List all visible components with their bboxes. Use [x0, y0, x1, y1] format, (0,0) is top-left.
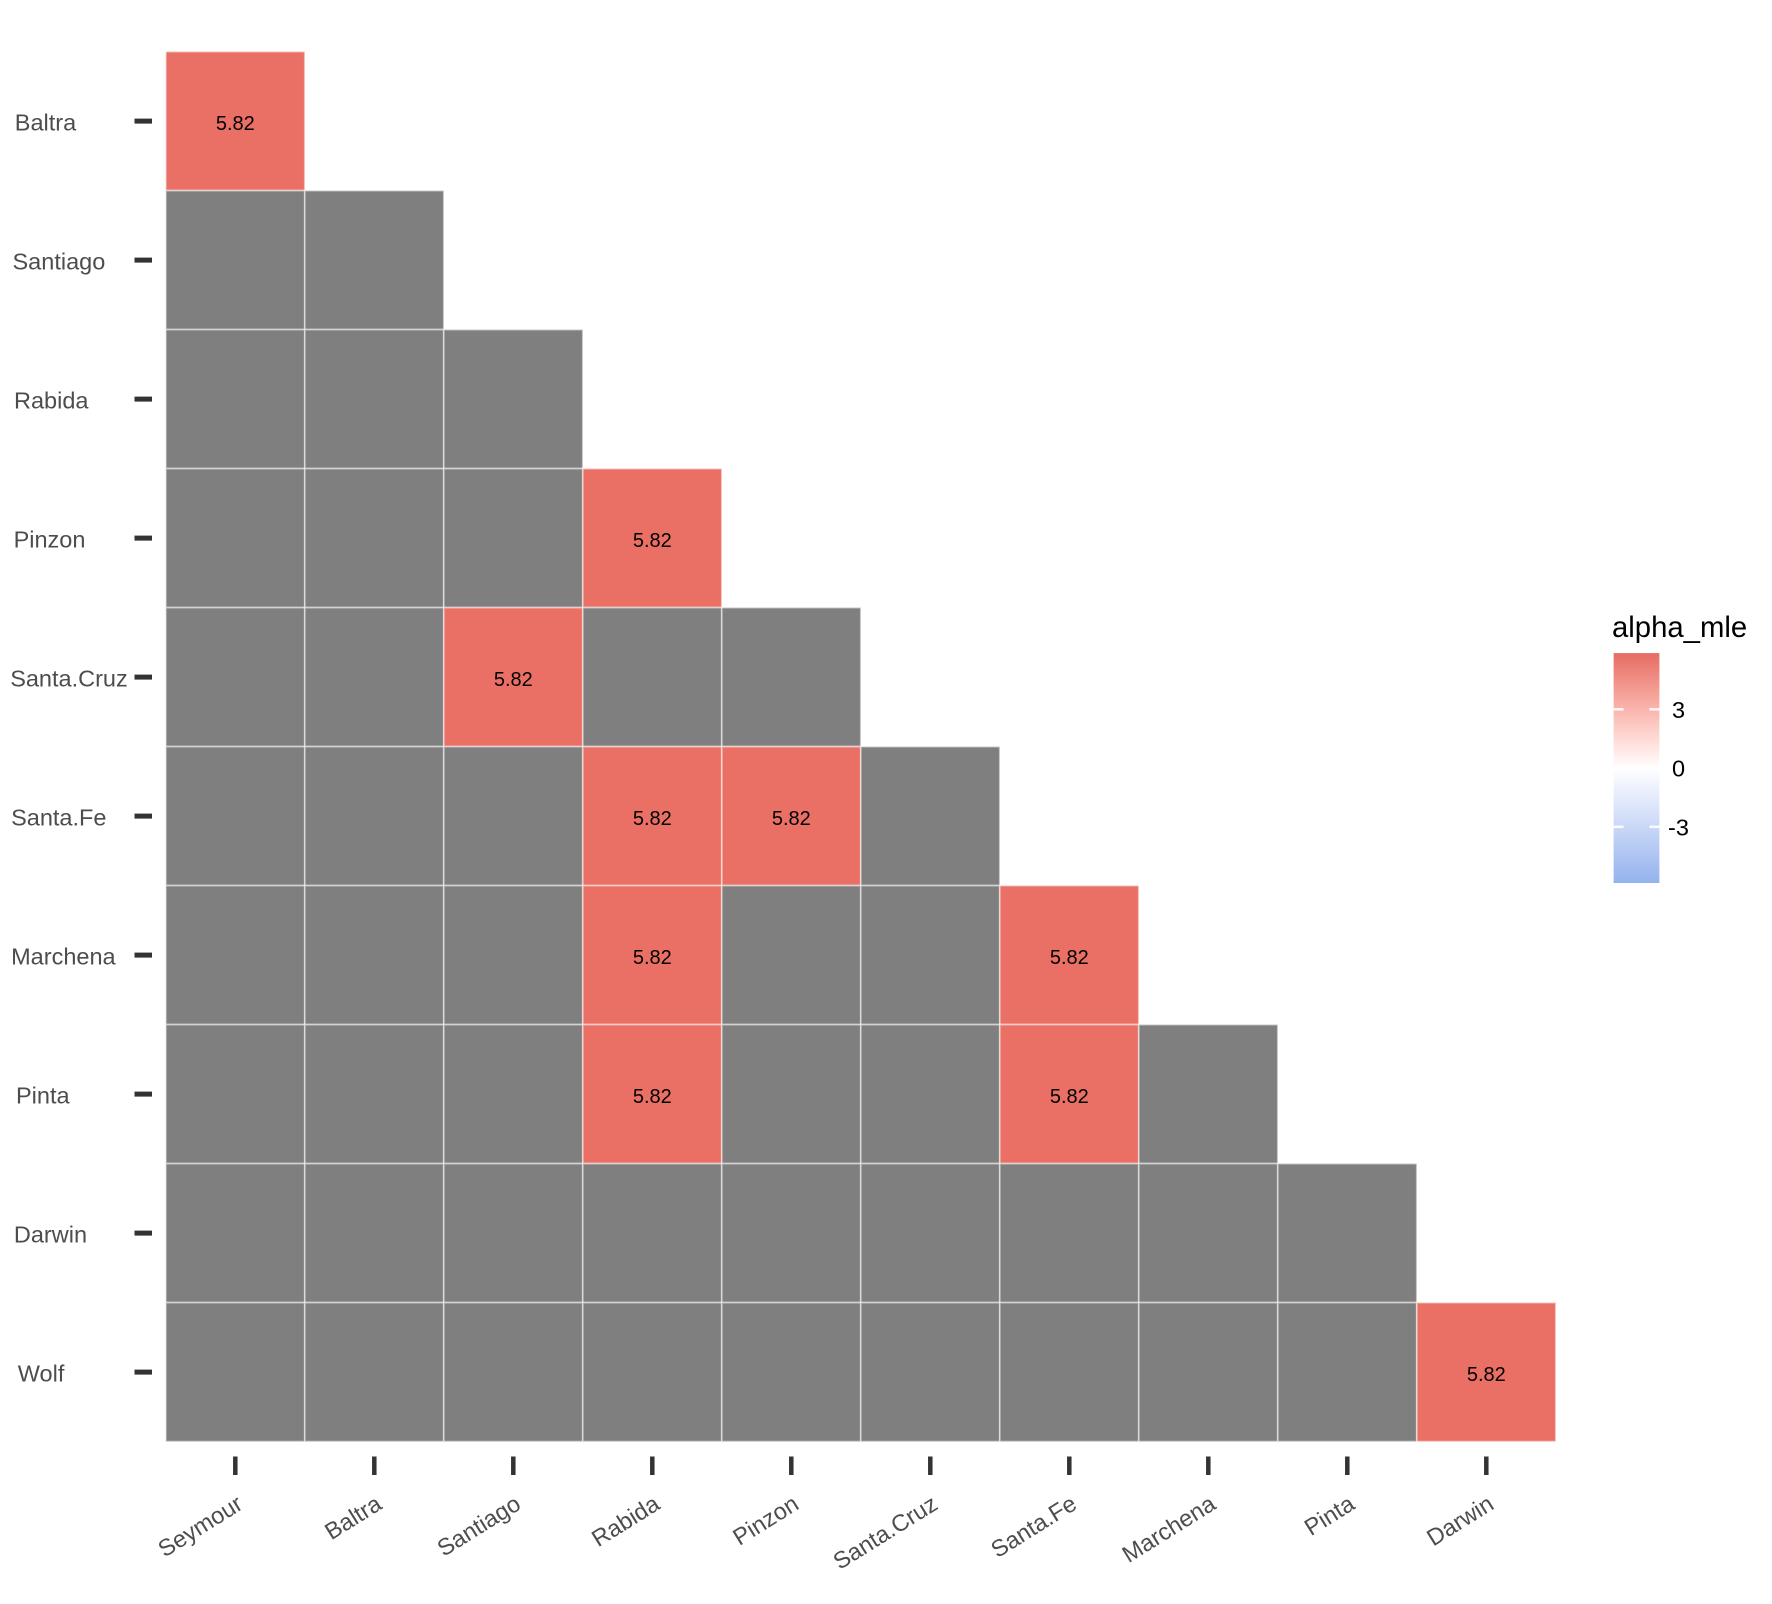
svg-text:Santa.Fe: Santa.Fe [11, 804, 106, 830]
svg-text:Wolf: Wolf [18, 1360, 65, 1386]
svg-text:Santa.Cruz: Santa.Cruz [10, 665, 128, 691]
svg-text:Baltra: Baltra [15, 109, 77, 135]
svg-text:Marchena: Marchena [11, 943, 116, 969]
svg-text:3: 3 [1672, 697, 1685, 723]
svg-text:0: 0 [1672, 756, 1685, 782]
svg-text:alpha_mle: alpha_mle [1612, 611, 1747, 644]
svg-text:5.82: 5.82 [633, 947, 672, 969]
svg-text:5.82: 5.82 [1050, 1086, 1089, 1108]
svg-text:Rabida: Rabida [14, 387, 89, 413]
svg-text:5.82: 5.82 [772, 808, 811, 830]
svg-text:5.82: 5.82 [1050, 947, 1089, 969]
svg-text:-3: -3 [1668, 814, 1689, 840]
svg-text:5.82: 5.82 [216, 113, 255, 135]
svg-text:5.82: 5.82 [494, 669, 533, 691]
svg-text:5.82: 5.82 [633, 1086, 672, 1108]
svg-text:Darwin: Darwin [14, 1221, 87, 1247]
svg-text:5.82: 5.82 [633, 530, 672, 552]
svg-text:Pinta: Pinta [16, 1082, 70, 1108]
svg-text:Santiago: Santiago [13, 248, 106, 274]
svg-text:5.82: 5.82 [1467, 1364, 1506, 1386]
svg-text:Pinzon: Pinzon [14, 526, 86, 552]
svg-text:5.82: 5.82 [633, 808, 672, 830]
